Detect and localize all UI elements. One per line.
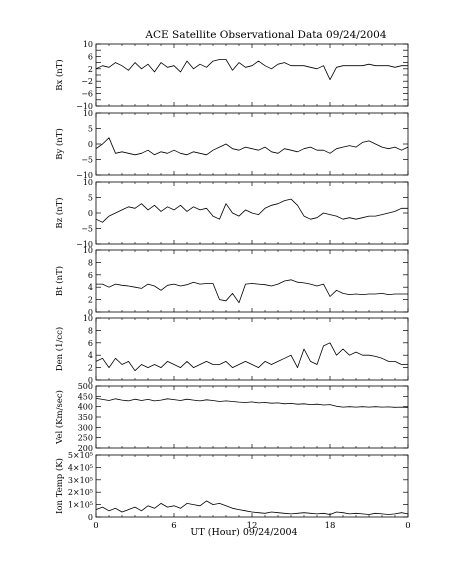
series-line-panel-5 <box>95 342 408 372</box>
y-tick-label: 2 <box>88 65 93 74</box>
y-tick-label: 200 <box>78 444 93 453</box>
y-tick-label: −10 <box>76 171 93 180</box>
panel-1: 10 6 2 −2 −6 −10 Bx (nT) <box>54 40 409 111</box>
panel-5: 10 8 6 4 2 0 Den (1/cc) <box>54 314 409 385</box>
chart-title: ACE Satellite Observational Data 09/24/2… <box>144 29 386 41</box>
y-tick-label: −5 <box>81 156 93 165</box>
series-line-panel-1 <box>95 59 408 81</box>
y-tick-label: 10 <box>83 246 93 255</box>
y-tick-label: 250 <box>78 434 93 443</box>
y-tick-label: 8 <box>88 258 93 267</box>
y-tick-label: −5 <box>81 225 93 234</box>
y-tick-label: 2 <box>88 296 93 305</box>
y-tick-label: 2×10⁵ <box>68 488 93 497</box>
y-tick-label: 10 <box>83 178 93 187</box>
y-axis-label: By (nT) <box>54 128 65 160</box>
panel-3: 10 5 0 −5 −10 Bz (nT) <box>54 178 409 249</box>
panel-4: 10 8 6 4 2 0 Bt (nT) <box>54 246 409 317</box>
y-tick-label: 2 <box>88 364 93 373</box>
y-tick-label: 0 <box>88 376 93 385</box>
y-tick-label: 6 <box>88 271 93 280</box>
x-tick-label: 12 <box>247 521 258 531</box>
y-tick-label: 300 <box>78 423 93 432</box>
x-tick-label: 0 <box>405 521 410 531</box>
y-tick-label: 400 <box>78 403 93 412</box>
x-tick-label: 6 <box>171 521 176 531</box>
y-tick-label: 4 <box>88 283 93 292</box>
y-tick-label: −6 <box>81 90 93 99</box>
y-axis-label: Bz (nT) <box>54 197 65 228</box>
series-line-panel-6 <box>95 398 409 408</box>
y-tick-label: 0 <box>88 209 93 218</box>
panel-7: 5×10⁵ 4×10⁵ 3×10⁵ 2×10⁵ 1×10⁵ 0 Ion Temp (K) <box>54 451 409 522</box>
y-tick-label: 10 <box>83 40 93 49</box>
y-axis-label: Den (1/cc) <box>54 327 65 371</box>
y-tick-label: 0 <box>88 513 93 522</box>
y-tick-label: 6 <box>88 52 93 61</box>
y-tick-label: 5 <box>88 125 93 134</box>
y-axis-label: Bt (nT) <box>54 266 65 296</box>
chart-panels: 10 6 2 −2 −6 −10 Bx (nT) 10 5 0 −5 −10 By (nT) 10 5 0 −5… <box>54 40 409 522</box>
y-tick-label: 500 <box>78 382 93 391</box>
panel-2: 10 5 0 −5 −10 By (nT) <box>54 109 409 180</box>
y-tick-label: 10 <box>83 109 93 118</box>
y-tick-label: −10 <box>76 102 93 111</box>
x-tick-label: 18 <box>325 521 336 531</box>
y-tick-label: 8 <box>88 326 93 335</box>
x-tick-label: 0 <box>93 521 98 531</box>
y-tick-label: 4×10⁵ <box>68 463 93 472</box>
y-axis-label: Bx (nT) <box>54 59 65 91</box>
series-line-panel-2 <box>95 137 409 156</box>
y-tick-label: 450 <box>78 392 93 401</box>
y-tick-label: 10 <box>83 314 93 323</box>
y-axis-label: Ion Temp (K) <box>54 458 65 514</box>
y-tick-label: 0 <box>88 308 93 317</box>
y-tick-label: 4 <box>88 351 93 360</box>
y-tick-label: 5×10⁵ <box>68 451 93 460</box>
series-line-panel-3 <box>95 198 408 223</box>
y-tick-label: −2 <box>81 77 93 86</box>
y-tick-label: 0 <box>88 140 93 149</box>
series-line-panel-7 <box>95 500 409 515</box>
y-tick-label: 5 <box>88 194 93 203</box>
y-tick-label: 350 <box>78 413 93 422</box>
x-axis: 0 6 12 18 0 <box>93 521 410 531</box>
y-tick-label: 1×10⁵ <box>68 501 93 510</box>
series-line-panel-4 <box>96 279 408 304</box>
x-axis-label: UT (Hour) 09/24/2004 <box>190 527 297 538</box>
y-axis-label: Vel (Km/sec) <box>54 390 65 445</box>
y-tick-label: 6 <box>88 339 93 348</box>
y-tick-label: −10 <box>76 240 93 249</box>
y-tick-label: 3×10⁵ <box>68 476 93 485</box>
